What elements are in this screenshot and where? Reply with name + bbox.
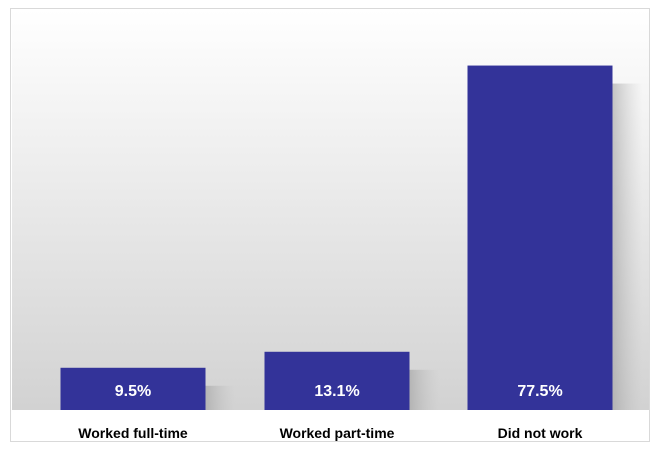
data-label: 9.5% bbox=[115, 383, 151, 400]
bar-did-not-work bbox=[467, 65, 613, 411]
bar-shadow bbox=[205, 385, 236, 410]
category-label: Did not work bbox=[498, 425, 583, 441]
category-label: Worked part-time bbox=[280, 425, 395, 441]
bar-worked-part-time bbox=[264, 351, 410, 410]
data-label: 13.1% bbox=[314, 383, 359, 400]
bar-shadow bbox=[409, 369, 440, 410]
bar-shadow bbox=[612, 83, 643, 411]
bars-layer bbox=[60, 65, 643, 411]
bar-worked-full-time bbox=[60, 367, 206, 410]
data-label: 77.5% bbox=[517, 383, 562, 400]
category-label: Worked full-time bbox=[78, 425, 188, 441]
labels-layer: 9.5% Worked full-time 13.1% Worked part-tim… bbox=[78, 383, 582, 441]
